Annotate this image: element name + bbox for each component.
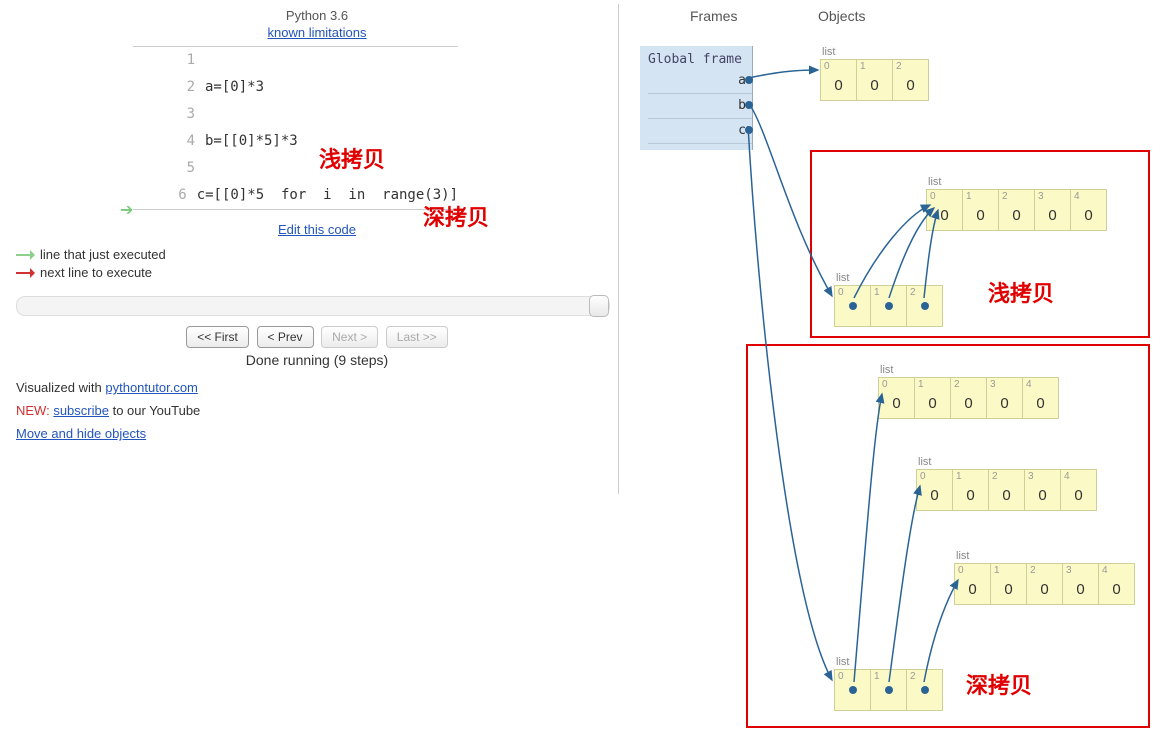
known-limitations-link[interactable]: known limitations bbox=[268, 25, 367, 40]
cell-index: 1 bbox=[860, 61, 866, 72]
pointer-dot bbox=[745, 101, 753, 109]
pointer-dot bbox=[745, 76, 753, 84]
slider-thumb[interactable] bbox=[589, 295, 609, 317]
edit-code-link[interactable]: Edit this code bbox=[278, 222, 356, 237]
frame-var-b: b bbox=[648, 94, 752, 119]
line-number: 6 bbox=[133, 182, 197, 209]
legend-just: line that just executed bbox=[40, 247, 166, 262]
annotation-shallow: 浅拷贝 bbox=[319, 142, 385, 174]
cell-index: 0 bbox=[824, 61, 830, 72]
last-button: Last >> bbox=[386, 326, 448, 348]
python-version: Python 3.6 bbox=[16, 8, 618, 23]
global-frame: Global frame abc bbox=[640, 46, 753, 150]
code-line: a=[0]*3 bbox=[205, 74, 264, 101]
pointer-dot bbox=[745, 126, 753, 134]
status-text: Done running (9 steps) bbox=[16, 352, 618, 368]
code-line: b=[[0]*5]*3 bbox=[205, 128, 298, 155]
legend-next: next line to execute bbox=[40, 265, 152, 280]
highlight-box bbox=[810, 150, 1150, 338]
line-number: 4 bbox=[133, 128, 205, 155]
list-type-label: list bbox=[822, 46, 929, 58]
list-a: list001020 bbox=[820, 46, 929, 101]
cell-value: 0 bbox=[893, 77, 928, 94]
move-hide-link[interactable]: Move and hide objects bbox=[16, 426, 146, 441]
frame-var-c: c bbox=[648, 119, 752, 144]
step-slider[interactable] bbox=[16, 296, 610, 316]
frames-header: Frames bbox=[690, 8, 737, 24]
exec-arrow-icon: ➔ bbox=[120, 200, 133, 220]
line-number: 1 bbox=[133, 47, 205, 74]
prev-button[interactable]: < Prev bbox=[257, 326, 314, 348]
frame-title: Global frame bbox=[648, 52, 752, 69]
frame-var-a: a bbox=[648, 69, 752, 94]
first-button[interactable]: << First bbox=[186, 326, 249, 348]
objects-header: Objects bbox=[818, 8, 865, 24]
annotation-label: 深拷贝 bbox=[966, 668, 1032, 700]
arrow-green-icon bbox=[16, 254, 34, 256]
list-cell: 20 bbox=[893, 60, 928, 100]
viz-pre: Visualized with bbox=[16, 380, 105, 395]
line-number: 3 bbox=[133, 101, 205, 128]
new-label: NEW: bbox=[16, 403, 53, 418]
pythontutor-link[interactable]: pythontutor.com bbox=[105, 380, 198, 395]
arrow-red-icon bbox=[16, 272, 34, 274]
line-number: 2 bbox=[133, 74, 205, 101]
cell-value: 0 bbox=[821, 77, 856, 94]
new-post: to our YouTube bbox=[109, 403, 200, 418]
subscribe-link[interactable]: subscribe bbox=[53, 403, 109, 418]
list-cell: 10 bbox=[857, 60, 893, 100]
cell-index: 2 bbox=[896, 61, 902, 72]
list-cell: 00 bbox=[821, 60, 857, 100]
highlight-box bbox=[746, 344, 1150, 728]
code-block: 12a=[0]*334b=[[0]*5]*356c=[[0]*5 for i i… bbox=[133, 46, 458, 210]
line-number: 5 bbox=[133, 155, 205, 182]
annotation-deep: 深拷贝 bbox=[423, 200, 489, 232]
code-line: c=[[0]*5 for i in range(3)] bbox=[197, 182, 458, 209]
next-button: Next > bbox=[321, 326, 378, 348]
annotation-label: 浅拷贝 bbox=[988, 276, 1054, 308]
cell-value: 0 bbox=[857, 77, 892, 94]
